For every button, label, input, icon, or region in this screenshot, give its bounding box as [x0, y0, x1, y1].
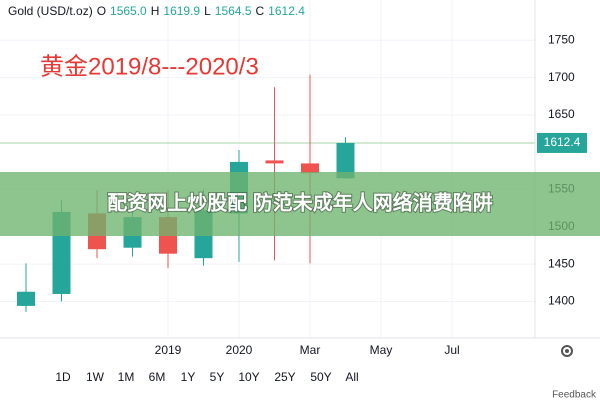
range-button[interactable]: 6M: [149, 370, 166, 384]
candle-body: [301, 163, 319, 174]
ohlc-key: H: [151, 4, 160, 18]
candle-body: [17, 291, 35, 306]
x-tick-label: 2020: [226, 343, 253, 357]
ohlc-key: C: [256, 4, 265, 18]
range-buttons: 1D 1W 1M 6M 1Y 5Y 10Y 25Y 50Y All: [55, 370, 358, 384]
banner-bg: [0, 172, 600, 236]
chart-title: 黄金2019/8---2020/3: [40, 53, 259, 80]
ohlc-value: 1565.0: [110, 4, 147, 18]
range-button[interactable]: All: [345, 370, 358, 384]
gear: [561, 345, 573, 357]
range-button[interactable]: 1D: [55, 370, 71, 384]
x-tick-label: Jul: [444, 343, 459, 357]
y-tick-label: 1400: [548, 294, 575, 308]
ohlc-value: 1612.4: [268, 4, 305, 18]
ohlc-key: L: [204, 4, 211, 18]
gear-center: [565, 349, 569, 353]
price-box: [537, 132, 587, 153]
settings-icon[interactable]: [561, 345, 573, 357]
range-button[interactable]: 1W: [86, 370, 105, 384]
banner-text: 配资网上炒股配 防范未成年人网络消费陷阱: [107, 190, 493, 214]
range-button[interactable]: 5Y: [210, 370, 225, 384]
range-button[interactable]: 1M: [118, 370, 135, 384]
y-tick-label: 1700: [548, 70, 575, 84]
ohlc-value: 1619.9: [163, 4, 200, 18]
range-button[interactable]: 50Y: [310, 370, 331, 384]
price-label: 1612.4: [544, 135, 581, 149]
x-tick-label: May: [370, 343, 393, 357]
y-tick-label: 1650: [548, 107, 575, 121]
range-button[interactable]: 25Y: [274, 370, 295, 384]
range-button[interactable]: 10Y: [238, 370, 259, 384]
range-button[interactable]: 1Y: [181, 370, 196, 384]
feedback[interactable]: Feedback: [552, 390, 597, 400]
y-tick-label: 1450: [548, 256, 575, 270]
ohlc-key: O: [97, 4, 106, 18]
x-tick-label: 2019: [155, 343, 182, 357]
legend-header: Gold (USD/t.oz) O 1565.0 H 1619.9 L 1564.5 C 161…: [8, 4, 305, 18]
y-tick-label: 1750: [548, 32, 575, 46]
ohlc-value: 1564.5: [215, 4, 252, 18]
x-tick-label: Mar: [300, 343, 321, 357]
candle-body: [336, 142, 355, 179]
candle-body: [265, 160, 284, 164]
symbol: Gold (USD/t.oz): [8, 4, 93, 18]
